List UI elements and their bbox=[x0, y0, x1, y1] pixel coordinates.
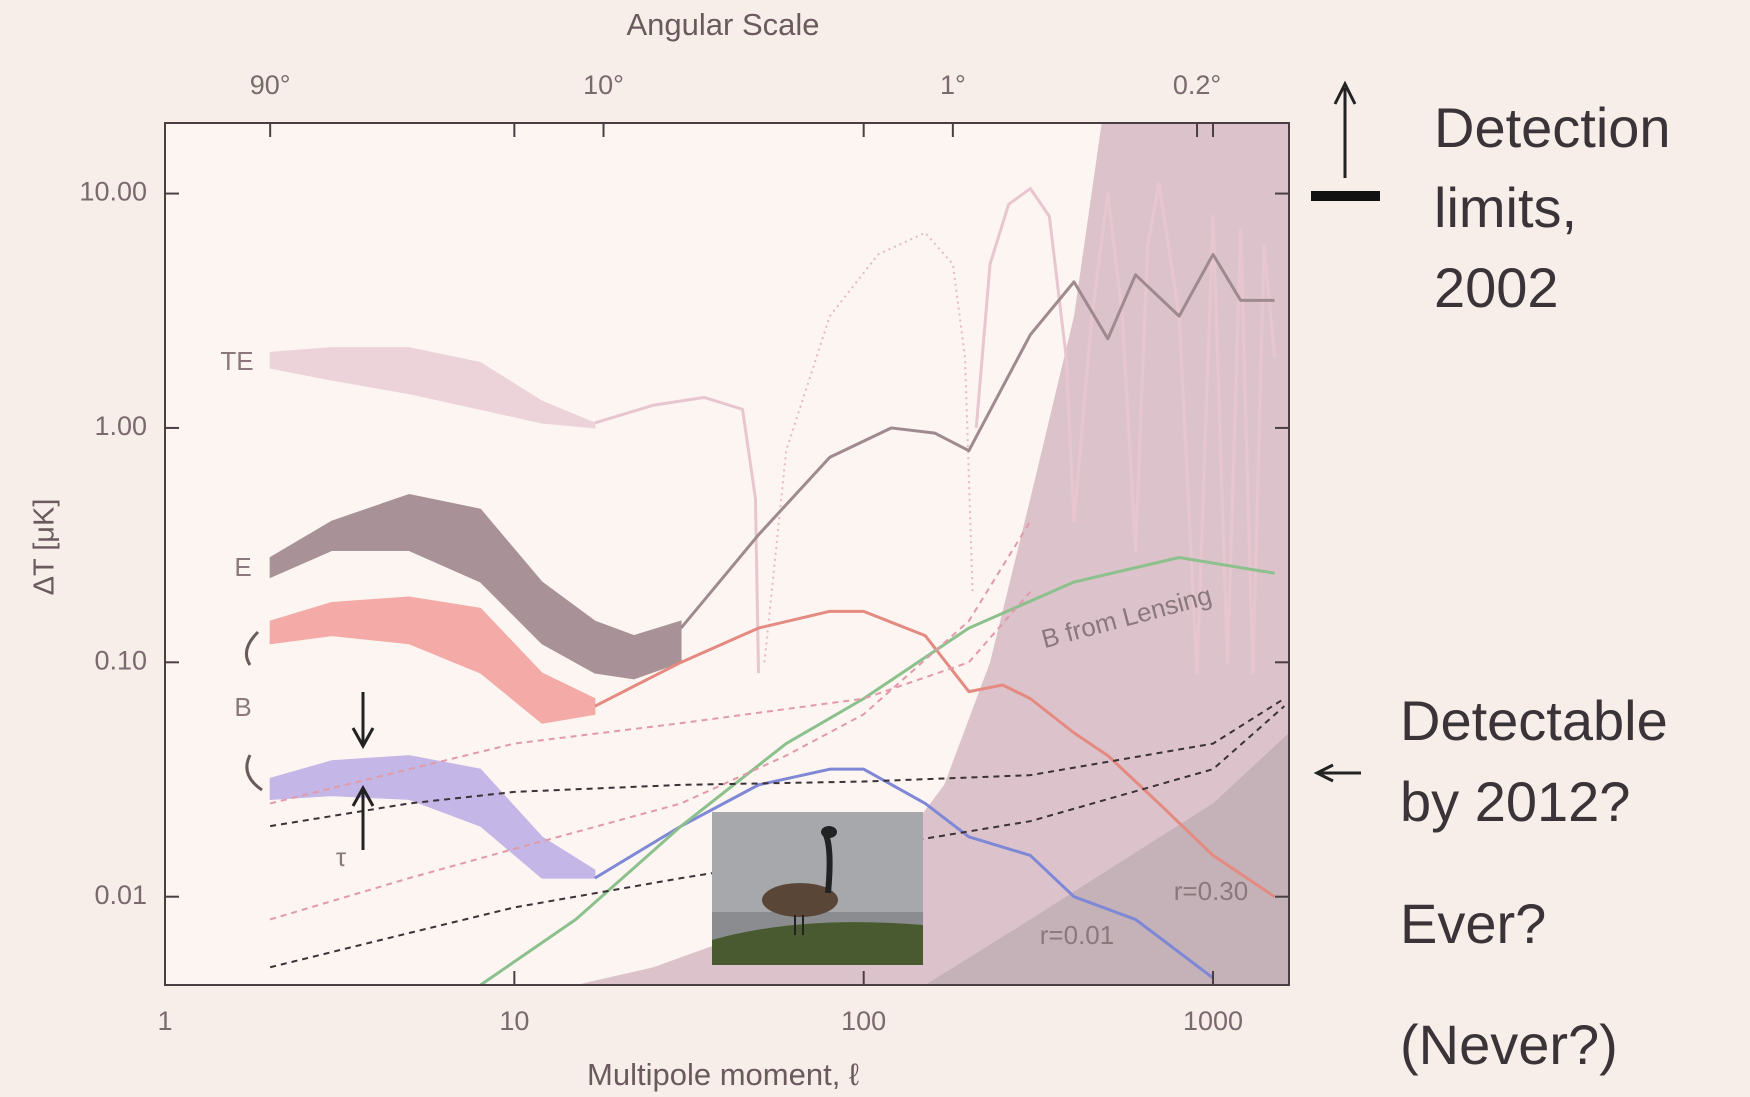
spectrum-band bbox=[269, 347, 596, 429]
label-te: TE bbox=[220, 346, 253, 376]
spectrum-band bbox=[269, 596, 596, 724]
x-tick-label: 10 bbox=[499, 1006, 529, 1036]
x2-tick-label: 10° bbox=[583, 70, 624, 100]
side-note: limits, bbox=[1434, 176, 1577, 239]
label-r001: r=0.01 bbox=[1040, 920, 1114, 950]
x-tick-label: 1000 bbox=[1183, 1006, 1243, 1036]
spectrum-line bbox=[974, 182, 1277, 675]
label-b: B bbox=[234, 692, 251, 722]
spectrum-line bbox=[479, 556, 1275, 985]
side-note: (Never?) bbox=[1400, 1013, 1618, 1076]
spectrum-line bbox=[594, 609, 1276, 898]
spectrum-line bbox=[270, 697, 1285, 828]
b-bracket bbox=[244, 630, 263, 792]
label-r030: r=0.30 bbox=[1174, 876, 1248, 906]
tau-arrows bbox=[351, 692, 375, 850]
spectrum-line bbox=[594, 395, 761, 674]
side-note: 2002 bbox=[1434, 256, 1559, 319]
top-axis-title: Angular Scale bbox=[626, 7, 819, 42]
label-tau: τ bbox=[336, 842, 347, 872]
x-tick-label: 100 bbox=[841, 1006, 886, 1036]
goose-photo bbox=[712, 812, 923, 965]
x-axis-title: Multipole moment, ℓ bbox=[587, 1057, 859, 1092]
side-note: Ever? bbox=[1400, 892, 1546, 955]
spectrum-line bbox=[269, 591, 1032, 805]
detection-bar bbox=[1311, 191, 1380, 201]
side-note: by 2012? bbox=[1400, 770, 1630, 833]
side-note: Detectable bbox=[1400, 689, 1668, 752]
x-tick-label: 1 bbox=[157, 1006, 172, 1036]
x2-tick-label: 0.2° bbox=[1173, 70, 1221, 100]
limit-region bbox=[925, 732, 1289, 985]
spectrum-line bbox=[594, 767, 1214, 980]
plot-frame bbox=[164, 122, 1290, 986]
x2-tick-label: 90° bbox=[250, 70, 291, 100]
limit-region bbox=[575, 123, 1289, 985]
detectable-arrow bbox=[1313, 763, 1361, 783]
y-tick-label: 0.10 bbox=[94, 645, 147, 675]
y-axis-title: ΔT [μK] bbox=[29, 499, 61, 596]
y-tick-label: 0.01 bbox=[94, 880, 147, 910]
x2-tick-label: 1° bbox=[940, 70, 966, 100]
y-tick-label: 10.00 bbox=[79, 177, 147, 207]
side-note: Detection bbox=[1434, 96, 1671, 159]
label-e: E bbox=[234, 552, 251, 582]
detection-arrow bbox=[1333, 80, 1357, 178]
spectrum-line bbox=[679, 252, 1275, 630]
y-tick-label: 1.00 bbox=[94, 411, 147, 441]
spectrum-line bbox=[269, 520, 1032, 921]
plot-layer bbox=[269, 123, 1289, 985]
